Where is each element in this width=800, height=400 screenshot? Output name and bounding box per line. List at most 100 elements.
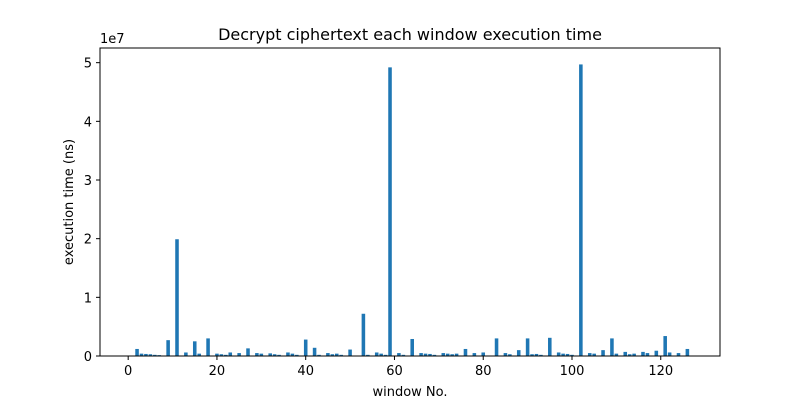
bar-window-16 <box>197 353 201 356</box>
bars-group <box>135 64 690 357</box>
x-tick-label: 80 <box>475 364 492 379</box>
bar-window-126 <box>685 348 690 356</box>
bar-window-64 <box>410 338 414 356</box>
y-tick-label: 1 <box>84 291 92 306</box>
bar-window-4 <box>144 353 148 356</box>
bar-window-107 <box>601 350 605 356</box>
bar-window-124 <box>676 353 681 356</box>
bar-window-23 <box>228 352 233 356</box>
bar-window-73 <box>450 354 454 356</box>
bar-window-2 <box>135 348 139 356</box>
bar-window-114 <box>632 353 636 356</box>
bar-window-25 <box>237 353 241 356</box>
bar-window-104 <box>587 353 592 356</box>
bar-window-37 <box>290 353 295 356</box>
bar-window-112 <box>623 351 628 356</box>
bar-window-72 <box>445 353 450 356</box>
bar-window-76 <box>463 348 468 356</box>
bar-window-92 <box>534 353 539 356</box>
bar-window-78 <box>472 353 477 356</box>
y-tick-label: 5 <box>84 57 92 72</box>
y-tick-label: 2 <box>84 233 92 248</box>
bar-window-3 <box>139 353 144 356</box>
bar-window-83 <box>494 338 499 356</box>
x-tick-label: 20 <box>209 364 226 379</box>
y-axis-ticks: 0 1 2 3 4 5 <box>84 57 100 365</box>
bar-window-45 <box>326 353 330 356</box>
bar-window-13 <box>184 352 188 356</box>
bar-window-95 <box>548 337 552 356</box>
bar-window-50 <box>348 349 352 356</box>
bar-window-98 <box>561 353 565 356</box>
x-tick-label: 100 <box>560 364 585 379</box>
bar-window-56 <box>374 352 379 356</box>
bar-window-40 <box>303 339 308 356</box>
bar-window-46 <box>330 354 335 356</box>
bar-window-62 <box>401 354 406 356</box>
bar-window-30 <box>259 353 264 356</box>
bar-window-27 <box>246 348 250 356</box>
bar-window-42 <box>312 347 317 356</box>
x-tick-label: 0 <box>124 364 132 379</box>
chart-title: Decrypt ciphertext each window execution… <box>218 25 602 44</box>
bar-window-57 <box>379 353 383 356</box>
bar-window-97 <box>556 352 561 356</box>
bar-window-48 <box>339 354 343 356</box>
bar-window-74 <box>454 353 459 356</box>
bar-window-32 <box>268 353 272 356</box>
y-tick-label: 3 <box>84 174 92 189</box>
x-tick-label: 120 <box>648 364 673 379</box>
bar-window-116 <box>641 351 645 356</box>
bar-window-61 <box>397 353 401 356</box>
y-tick-label: 0 <box>84 350 92 365</box>
bar-window-110 <box>614 353 619 356</box>
bar-window-68 <box>428 353 432 356</box>
bar-window-29 <box>255 353 259 356</box>
bar-window-38 <box>295 354 299 356</box>
x-axis-ticks: 0 20 40 60 80 100 120 <box>124 356 673 379</box>
bar-window-59 <box>388 67 392 357</box>
bar-window-102 <box>579 64 583 357</box>
bar-window-100 <box>570 354 574 356</box>
bar-window-58 <box>383 354 388 356</box>
bar-window-5 <box>148 354 153 356</box>
bar-window-66 <box>419 353 423 356</box>
bar-window-109 <box>610 338 614 356</box>
bar-window-43 <box>317 354 321 356</box>
bar-window-88 <box>516 350 521 356</box>
bar-window-20 <box>215 353 219 356</box>
bar-window-93 <box>539 354 543 356</box>
bar-window-113 <box>627 354 632 356</box>
bar-window-122 <box>667 352 672 356</box>
bar-window-6 <box>153 354 157 356</box>
bar-window-22 <box>224 354 228 356</box>
bar-window-86 <box>508 354 512 356</box>
bar-window-34 <box>277 354 281 356</box>
x-tick-label: 40 <box>297 364 314 379</box>
bar-window-18 <box>206 338 210 356</box>
bar-window-9 <box>166 340 170 356</box>
bar-window-85 <box>503 353 508 356</box>
bar-window-54 <box>366 354 370 356</box>
bar-window-105 <box>592 353 596 356</box>
bar-window-69 <box>432 354 437 356</box>
bar-window-15 <box>192 341 197 356</box>
bar-window-33 <box>272 354 277 356</box>
plot-frame <box>99 47 721 357</box>
bar-window-80 <box>481 352 485 356</box>
x-axis-label: window No. <box>372 385 447 400</box>
bar-window-47 <box>335 353 339 356</box>
bar-window-91 <box>530 354 534 356</box>
bar-window-11 <box>175 239 179 356</box>
bar-window-99 <box>565 353 570 356</box>
bar-window-71 <box>441 353 446 356</box>
bar-window-90 <box>525 338 530 356</box>
y-tick-label: 4 <box>84 115 92 130</box>
bar-window-53 <box>361 313 366 356</box>
bar-window-21 <box>219 354 224 356</box>
bar-window-119 <box>654 350 659 356</box>
bar-window-36 <box>286 352 290 356</box>
x-tick-label: 60 <box>386 364 403 379</box>
